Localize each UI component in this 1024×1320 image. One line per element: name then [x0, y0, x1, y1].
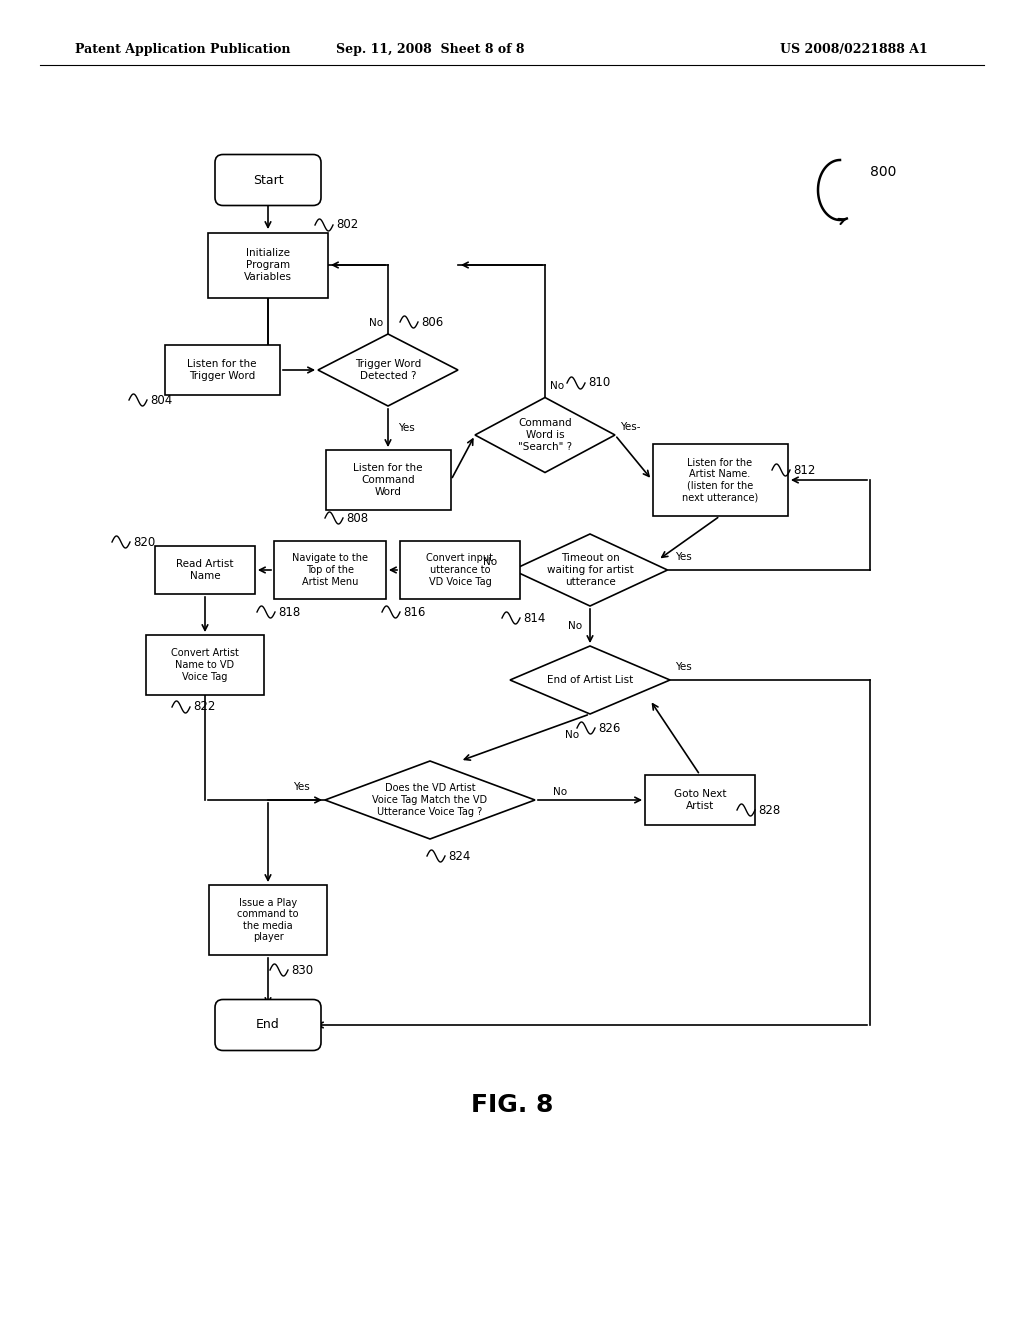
Text: End: End	[256, 1019, 280, 1031]
FancyBboxPatch shape	[652, 444, 787, 516]
Text: Start: Start	[253, 173, 284, 186]
Text: Issue a Play
command to
the media
player: Issue a Play command to the media player	[238, 898, 299, 942]
Text: 824: 824	[449, 850, 470, 862]
FancyBboxPatch shape	[400, 541, 520, 599]
Text: Yes: Yes	[675, 552, 692, 562]
Polygon shape	[318, 334, 458, 407]
Text: No: No	[553, 787, 567, 797]
Text: Yes: Yes	[293, 781, 310, 792]
FancyBboxPatch shape	[645, 775, 755, 825]
Polygon shape	[325, 762, 535, 840]
Polygon shape	[510, 645, 670, 714]
Text: 808: 808	[346, 511, 368, 524]
FancyBboxPatch shape	[274, 541, 386, 599]
Text: 810: 810	[588, 376, 610, 389]
Text: 814: 814	[523, 611, 546, 624]
Text: 802: 802	[336, 219, 358, 231]
Text: Navigate to the
Top of the
Artist Menu: Navigate to the Top of the Artist Menu	[292, 553, 368, 586]
Text: Read Artist
Name: Read Artist Name	[176, 560, 233, 581]
Text: 830: 830	[291, 964, 313, 977]
Text: 828: 828	[758, 804, 780, 817]
Text: No: No	[565, 730, 579, 741]
Text: Does the VD Artist
Voice Tag Match the VD
Utterance Voice Tag ?: Does the VD Artist Voice Tag Match the V…	[373, 783, 487, 817]
Polygon shape	[475, 397, 615, 473]
Text: 804: 804	[150, 393, 172, 407]
FancyBboxPatch shape	[208, 232, 328, 297]
FancyBboxPatch shape	[209, 884, 327, 954]
Text: Yes: Yes	[675, 663, 692, 672]
Polygon shape	[512, 535, 668, 606]
Text: No: No	[550, 381, 564, 391]
Text: Initialize
Program
Variables: Initialize Program Variables	[244, 248, 292, 281]
FancyBboxPatch shape	[215, 154, 321, 206]
Text: Convert Artist
Name to VD
Voice Tag: Convert Artist Name to VD Voice Tag	[171, 648, 239, 681]
FancyBboxPatch shape	[155, 546, 255, 594]
Text: Sep. 11, 2008  Sheet 8 of 8: Sep. 11, 2008 Sheet 8 of 8	[336, 44, 524, 57]
Text: 800: 800	[870, 165, 896, 180]
Text: Convert input
utterance to
VD Voice Tag: Convert input utterance to VD Voice Tag	[427, 553, 494, 586]
Text: 816: 816	[403, 606, 425, 619]
Text: Goto Next
Artist: Goto Next Artist	[674, 789, 726, 810]
FancyBboxPatch shape	[326, 450, 451, 510]
Text: FIG. 8: FIG. 8	[471, 1093, 553, 1117]
Text: 818: 818	[278, 606, 300, 619]
FancyBboxPatch shape	[165, 345, 280, 395]
Text: Yes-: Yes-	[620, 422, 640, 432]
FancyBboxPatch shape	[215, 999, 321, 1051]
Text: Listen for the
Trigger Word: Listen for the Trigger Word	[187, 359, 257, 380]
Text: 812: 812	[793, 463, 815, 477]
Text: 820: 820	[133, 536, 156, 549]
FancyBboxPatch shape	[146, 635, 264, 696]
Text: Timeout on
waiting for artist
utterance: Timeout on waiting for artist utterance	[547, 553, 634, 586]
Text: 822: 822	[193, 701, 215, 714]
Text: Listen for the
Command
Word: Listen for the Command Word	[353, 463, 423, 496]
Text: Patent Application Publication: Patent Application Publication	[75, 44, 291, 57]
Text: No: No	[568, 620, 582, 631]
Text: No: No	[483, 557, 497, 568]
Text: No: No	[369, 318, 383, 327]
Text: 826: 826	[598, 722, 621, 734]
Text: Yes: Yes	[397, 422, 415, 433]
Text: 806: 806	[421, 315, 443, 329]
Text: Command
Word is
"Search" ?: Command Word is "Search" ?	[518, 418, 572, 451]
Text: US 2008/0221888 A1: US 2008/0221888 A1	[780, 44, 928, 57]
Text: Listen for the
Artist Name.
(listen for the
next utterance): Listen for the Artist Name. (listen for …	[682, 458, 758, 503]
Text: End of Artist List: End of Artist List	[547, 675, 633, 685]
Text: Trigger Word
Detected ?: Trigger Word Detected ?	[355, 359, 421, 380]
